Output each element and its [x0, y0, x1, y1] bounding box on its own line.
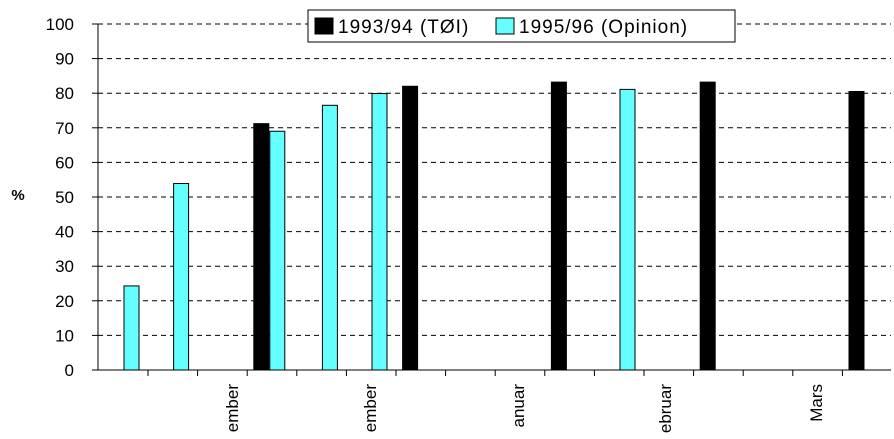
bar-series-2	[123, 285, 140, 371]
bars	[123, 81, 865, 371]
bar-series-2	[269, 130, 286, 371]
y-tick-label: 40	[55, 223, 74, 242]
y-tick-label: 0	[65, 361, 74, 380]
legend-label-series-1: 1993/94 (TØI)	[338, 17, 469, 38]
legend: 1993/94 (TØI) 1995/96 (Opinion)	[307, 9, 736, 43]
legend-swatch-series-2	[495, 17, 515, 35]
x-tick-label: ebruar	[656, 384, 675, 433]
bar-series-1	[402, 85, 419, 371]
y-tick-label: 80	[55, 84, 74, 103]
y-tick-label: 30	[55, 257, 74, 276]
legend-box	[307, 9, 736, 43]
bar-series-1	[848, 90, 865, 371]
legend-swatch-series-1	[314, 17, 334, 35]
x-tick-label: anuar	[509, 384, 528, 428]
x-axis: ember ember anuar ebruar Mars	[98, 369, 891, 433]
bar-series-2	[173, 183, 190, 371]
y-tick-label: 10	[55, 326, 74, 345]
x-tick-label: Mars	[807, 384, 826, 422]
legend-item-series-2: 1995/96 (Opinion)	[495, 17, 688, 38]
bar-series-2	[619, 88, 636, 371]
bar-series-2	[371, 93, 388, 371]
gridlines	[98, 23, 891, 336]
y-tick-label: 70	[55, 119, 74, 138]
x-tick-label: ember	[361, 384, 380, 433]
x-tick-label: ember	[223, 384, 242, 433]
y-tick-label: 50	[55, 188, 74, 207]
y-tick-label: 20	[55, 292, 74, 311]
bar-series-2	[321, 104, 338, 371]
legend-label-series-2: 1995/96 (Opinion)	[519, 17, 688, 38]
bar-series-1	[699, 81, 716, 371]
bar-series-1	[550, 81, 567, 371]
y-tick-label: 60	[55, 153, 74, 172]
y-axis-label: %	[11, 187, 24, 204]
bar-series-1	[253, 123, 270, 371]
y-tick-label: 90	[55, 50, 74, 69]
y-tick-label: 100	[46, 15, 74, 34]
y-axis: 0 10 20 30 40 50 60 70 80 90 100	[46, 15, 99, 380]
legend-item-series-1: 1993/94 (TØI)	[314, 17, 469, 38]
